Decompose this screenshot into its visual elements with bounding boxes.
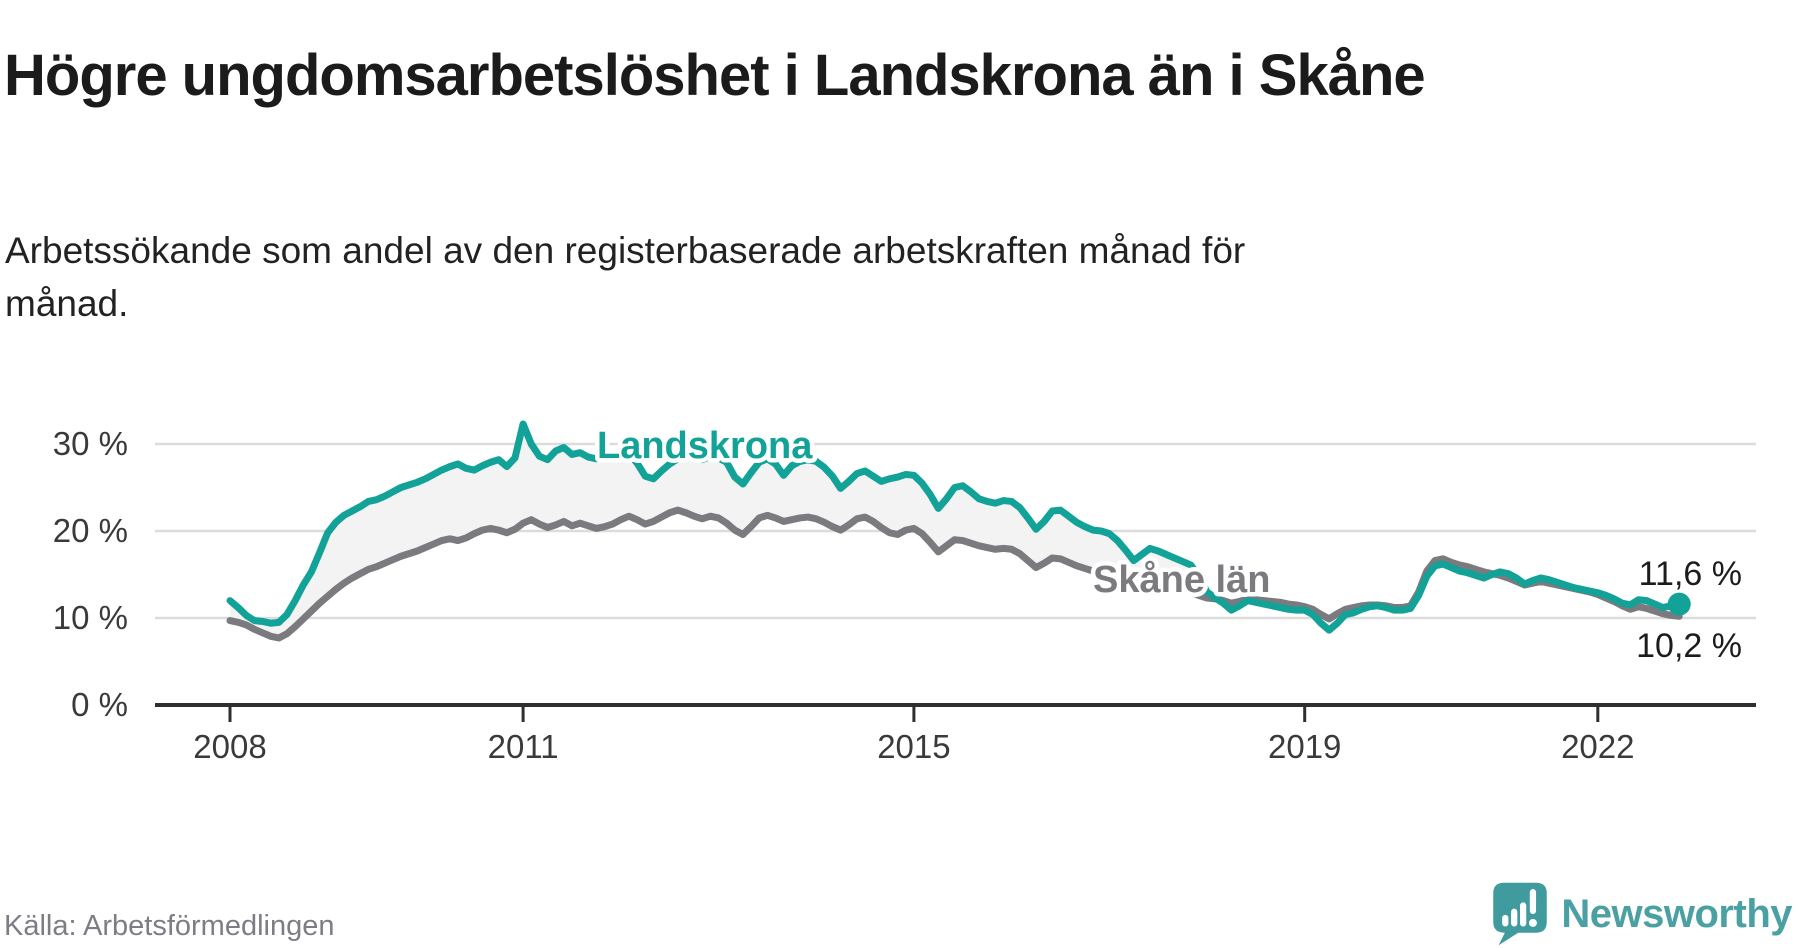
series-end-value: 10,2 %	[1636, 627, 1742, 665]
x-tick-label: 2008	[193, 728, 266, 765]
series-end-dot	[1667, 592, 1691, 616]
x-tick-label: 2022	[1561, 728, 1634, 765]
newsworthy-logo-icon	[1493, 882, 1548, 946]
y-tick-label: 0 %	[71, 686, 128, 723]
source-note: Källa: Arbetsförmedlingen	[4, 910, 335, 942]
unemployment-line-chart: 0 % 10 % 20 % 30 % 2008 2011 2015 2019 2022 Lands…	[53, 420, 1756, 765]
y-tick-label: 10 %	[53, 599, 128, 636]
brand-name: Newsworthy	[1561, 891, 1792, 936]
series-end-value: 11,6 %	[1639, 555, 1742, 593]
page-subtitle: Arbetssökande som andel av den registerb…	[5, 230, 1246, 324]
between-series-band	[230, 423, 1680, 639]
page-title: Högre ungdomsarbetslöshet i Landskrona ä…	[4, 42, 1426, 108]
series-line-landskrona	[226, 420, 1683, 634]
x-tick-label: 2019	[1268, 728, 1341, 765]
series-line-skane	[226, 506, 1683, 642]
x-tick-label: 2015	[877, 728, 950, 765]
y-tick-label: 30 %	[53, 425, 128, 462]
x-tick-label: 2011	[488, 728, 559, 765]
series-label-skane: Skåne län	[1093, 559, 1270, 601]
y-tick-label: 20 %	[53, 512, 128, 549]
series-label-landskrona: Landskrona	[597, 425, 813, 467]
newsworthy-logo: Newsworthy	[1491, 882, 1792, 946]
